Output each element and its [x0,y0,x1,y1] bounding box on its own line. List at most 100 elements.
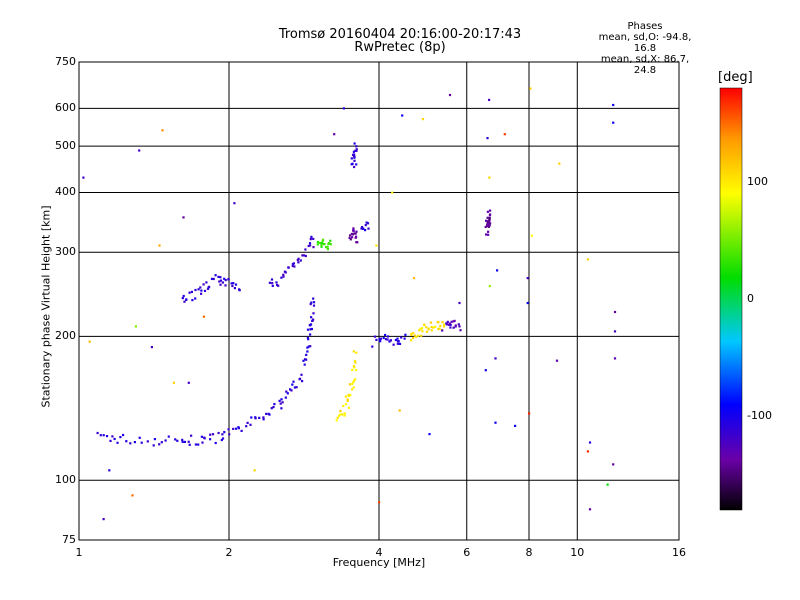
echo-point [138,149,141,152]
echo-point [99,434,102,437]
echo-point [329,239,332,242]
plot-frame [78,61,680,541]
echo-point [321,239,324,243]
echo-point [227,278,230,281]
echo-point [307,338,310,341]
echo-point [197,288,200,291]
echo-point [486,137,489,140]
echo-point [140,441,143,444]
echo-point [287,266,290,269]
echo-point [176,439,179,442]
echo-point [351,388,354,391]
echo-point [267,412,270,415]
echo-point [348,383,351,386]
echo-point [396,337,399,340]
echo-point [194,297,197,300]
echo-point [219,276,222,279]
echo-point [529,87,532,90]
x-tick-label: 2 [225,546,233,559]
echo-point [346,398,349,401]
echo-point [237,426,240,429]
echo-point [329,243,332,246]
echo-point [344,403,348,406]
echo-point [336,416,339,419]
echo-point [301,380,304,383]
echo-point [351,236,354,239]
echo-point [316,240,319,244]
echo-point [349,393,352,397]
echo-point [119,436,122,439]
echo-point [333,133,336,136]
echo-point [292,262,295,265]
echo-point [437,328,440,331]
echo-point [199,286,202,289]
echo-point [496,269,499,272]
echo-point [353,366,356,369]
echo-point [240,429,243,432]
echo-point [425,326,428,329]
echo-point [316,243,319,246]
echo-point [486,221,489,224]
echo-point [320,245,323,248]
echo-point [441,329,444,332]
colorbar-tick-label: -100 [747,409,772,423]
echo-point [351,382,354,386]
echo-point [211,433,215,436]
echo-point [102,518,105,521]
echo-point [392,343,395,346]
echo-point [418,329,421,332]
echo-point [349,238,352,241]
echo-point [182,294,185,298]
echo-point [398,409,401,412]
echo-point [308,242,312,245]
echo-point [386,338,389,341]
echo-point [485,219,488,222]
echo-point [190,434,193,437]
echo-point [487,230,490,233]
echo-point [323,243,326,246]
echo-point [355,241,358,244]
echo-point [350,157,353,160]
echo-point [352,150,355,153]
echo-point [214,441,217,445]
echo-point [273,403,276,406]
echo-point [228,433,231,436]
echo-point [441,321,444,324]
y-tick-label: 100 [55,473,76,487]
echo-point [326,248,329,251]
echo-point [375,244,378,247]
echo-point [306,336,309,340]
echo-point [310,316,313,319]
echo-point [152,444,155,447]
echo-point [310,301,313,304]
echo-point [342,404,345,408]
echo-point [271,284,274,287]
echo-point [438,327,441,330]
echo-point [394,338,397,342]
echo-point [384,333,387,337]
echo-point [432,326,435,329]
echo-point [494,357,497,360]
echo-point [526,277,529,280]
echo-point [484,369,487,372]
x-tick-label: 4 [375,546,383,559]
echo-point [181,297,184,300]
echo-point [344,395,347,398]
echo-point [355,148,358,151]
echo-point [349,234,352,237]
echo-point [459,329,462,332]
echo-point [278,399,281,402]
echo-point [367,227,370,230]
echo-point [312,304,316,307]
echo-point [150,346,153,349]
echo-point [153,438,156,441]
echo-point [292,380,295,383]
echo-point [282,273,285,276]
echo-point [245,425,248,428]
y-tick-label: 400 [55,185,76,199]
echo-point [339,409,342,412]
phases-heading: Phases [627,21,663,32]
echo-point [203,289,207,292]
echo-point [160,441,163,444]
echo-point [158,443,161,446]
